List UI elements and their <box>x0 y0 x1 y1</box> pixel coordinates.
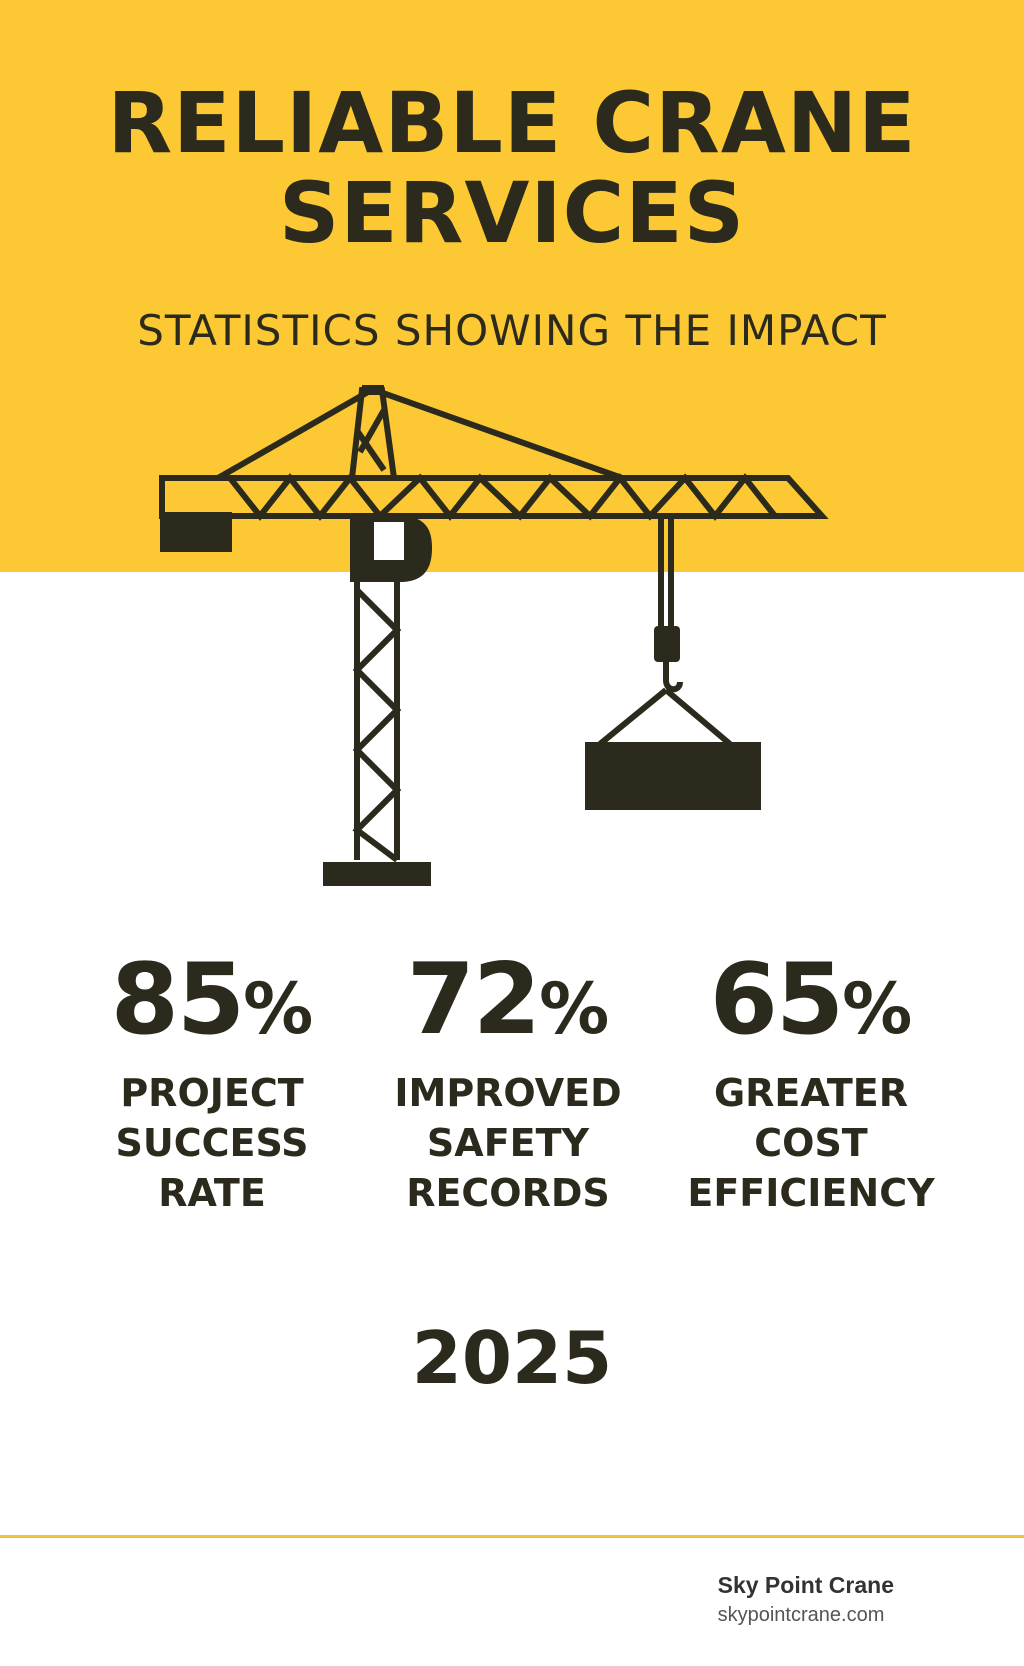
crane-hook <box>663 660 683 693</box>
crane-hook-block <box>654 626 680 662</box>
title-line-2: SERVICES <box>278 164 746 262</box>
stat-value: 65% <box>709 943 913 1057</box>
crane-mast-truss <box>352 587 402 863</box>
year-label: 2025 <box>411 1316 613 1400</box>
tower-crane-icon <box>159 385 829 886</box>
crane-jib <box>159 475 829 519</box>
crane-cabin-window <box>374 522 404 560</box>
crane-load <box>585 742 761 810</box>
percent-sign: % <box>539 968 610 1050</box>
crane-cat-head-brace-2 <box>357 408 387 454</box>
stat-project-success: 85% PROJECT SUCCESS RATE <box>62 945 362 1218</box>
crane-sling-right <box>664 687 732 747</box>
stat-value: 72% <box>406 943 610 1057</box>
crane-base <box>323 862 431 886</box>
crane-rigging-left <box>216 389 370 481</box>
stat-label: GREATER COST EFFICIENCY <box>687 1071 935 1215</box>
crane-counterweight <box>160 512 232 552</box>
stat-cost-efficiency: 65% GREATER COST EFFICIENCY <box>661 945 961 1218</box>
page-title: RELIABLE CRANE SERVICES <box>0 78 1024 258</box>
stat-safety-records: 72% IMPROVED SAFETY RECORDS <box>358 945 658 1218</box>
brand-name: Sky Point Crane <box>717 1572 894 1598</box>
stat-value: 85% <box>110 943 314 1057</box>
crane-cat-head-cap <box>362 385 384 395</box>
crane-jib-truss <box>227 473 778 521</box>
percent-sign: % <box>243 968 314 1050</box>
stat-label: IMPROVED SAFETY RECORDS <box>394 1071 622 1215</box>
page-subtitle: STATISTICS SHOWING THE IMPACT <box>137 306 887 355</box>
footer-divider <box>0 1535 1024 1538</box>
brand-url[interactable]: skypointcrane.com <box>717 1604 885 1626</box>
title-line-1: RELIABLE CRANE <box>107 74 917 172</box>
crane-sling-left <box>598 687 668 747</box>
stat-label: PROJECT SUCCESS RATE <box>115 1071 309 1215</box>
crane-cat-head-brace <box>355 430 387 472</box>
crane-rigging-right <box>378 389 624 481</box>
brand-block: Sky Point Crane skypointcrane.com <box>718 1570 894 1630</box>
percent-sign: % <box>842 968 913 1050</box>
